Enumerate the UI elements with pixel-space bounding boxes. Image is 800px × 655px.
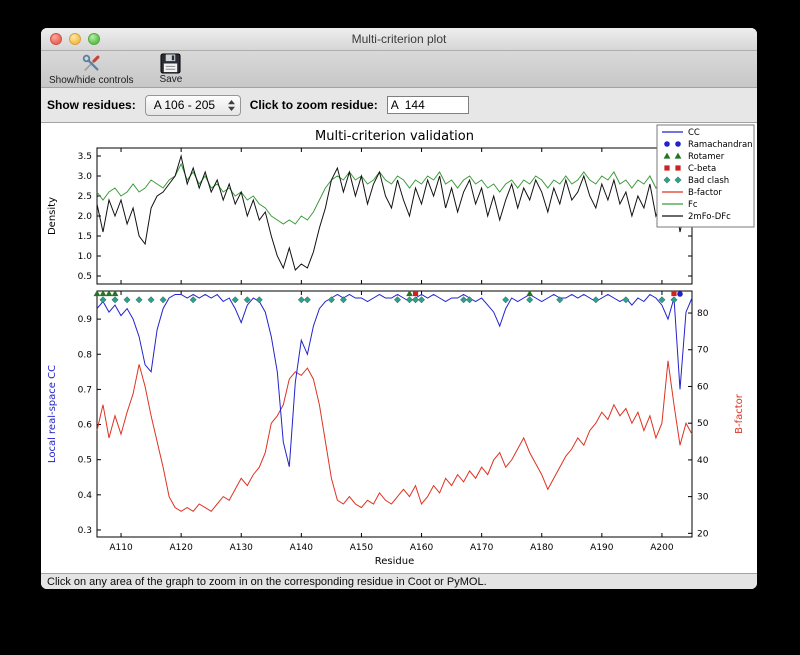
zoom-residue-input[interactable] xyxy=(386,96,469,114)
minimize-button[interactable] xyxy=(69,33,81,45)
svg-text:2.0: 2.0 xyxy=(78,212,93,222)
show-residues-label: Show residues: xyxy=(47,98,136,112)
svg-text:A130: A130 xyxy=(230,543,254,553)
svg-text:3.0: 3.0 xyxy=(78,172,93,182)
legend-box xyxy=(656,124,755,228)
svg-text:0.5: 0.5 xyxy=(78,272,92,282)
svg-text:A200: A200 xyxy=(650,543,674,553)
zoom-residue-label: Click to zoom residue: xyxy=(249,98,378,112)
svg-text:1.5: 1.5 xyxy=(78,232,92,242)
svg-text:A190: A190 xyxy=(590,543,614,553)
svg-text:0.7: 0.7 xyxy=(78,385,92,395)
close-button[interactable] xyxy=(50,33,62,45)
svg-text:CC: CC xyxy=(688,128,700,138)
svg-text:60: 60 xyxy=(697,382,709,392)
toolbar: Show/hide controls Save xyxy=(41,51,757,88)
zoom-window-button[interactable] xyxy=(88,33,100,45)
stepper-arrows-icon xyxy=(227,99,236,112)
controls-row: Show residues: A 106 - 205 Click to zoom… xyxy=(41,88,757,123)
svg-text:A150: A150 xyxy=(350,543,374,553)
svg-text:80: 80 xyxy=(697,309,709,319)
multi-criterion-plot-window: Multi-criterion plot Show/hide controls xyxy=(41,28,757,589)
window-title: Multi-criterion plot xyxy=(351,32,447,46)
floppy-disk-icon xyxy=(160,53,181,74)
save-label: Save xyxy=(159,74,183,85)
svg-text:0.5: 0.5 xyxy=(78,456,92,466)
svg-text:A110: A110 xyxy=(109,543,133,553)
svg-text:Bad clash: Bad clash xyxy=(688,176,729,186)
svg-text:0.9: 0.9 xyxy=(78,315,93,325)
svg-text:70: 70 xyxy=(697,346,709,356)
multi-criterion-chart[interactable]: Multi-criterion validation 0.5 1.0 1.5 2.0 2.… xyxy=(41,123,757,573)
svg-text:A140: A140 xyxy=(290,543,314,553)
svg-text:A160: A160 xyxy=(410,543,434,553)
svg-text:B-factor: B-factor xyxy=(734,393,745,434)
svg-text:Density: Density xyxy=(47,197,58,235)
tools-icon xyxy=(82,54,100,71)
chart-title: Multi-criterion validation xyxy=(315,129,474,144)
svg-text:Rotamer: Rotamer xyxy=(688,152,725,162)
show-hide-controls-button[interactable]: Show/hide controls xyxy=(47,51,136,87)
status-bar: Click on any area of the graph to zoom i… xyxy=(41,573,757,589)
svg-text:B-factor: B-factor xyxy=(688,188,722,198)
svg-text:C-beta: C-beta xyxy=(688,164,716,174)
svg-text:A180: A180 xyxy=(530,543,554,553)
svg-text:30: 30 xyxy=(697,493,709,503)
residue-range-value: A 106 - 205 xyxy=(153,98,216,112)
show-hide-controls-label: Show/hide controls xyxy=(49,75,134,86)
svg-text:Fc: Fc xyxy=(688,200,698,210)
residue-range-select[interactable]: A 106 - 205 xyxy=(144,94,241,116)
svg-text:A170: A170 xyxy=(470,543,494,553)
svg-text:0.4: 0.4 xyxy=(78,491,93,501)
svg-text:1.0: 1.0 xyxy=(78,252,93,262)
svg-text:40: 40 xyxy=(697,456,709,466)
x-axis-label: Residue xyxy=(375,556,414,567)
svg-text:2mFo-DFc: 2mFo-DFc xyxy=(688,212,731,222)
status-text: Click on any area of the graph to zoom i… xyxy=(47,575,487,588)
svg-text:0.6: 0.6 xyxy=(78,421,93,431)
svg-text:2.5: 2.5 xyxy=(78,192,92,202)
svg-text:Ramachandran: Ramachandran xyxy=(688,140,753,150)
svg-text:0.3: 0.3 xyxy=(78,526,92,536)
traffic-lights xyxy=(50,33,100,45)
svg-text:Local real-space CC: Local real-space CC xyxy=(47,365,58,463)
plot-figure[interactable]: Multi-criterion validation 0.5 1.0 1.5 2.0 2.… xyxy=(41,123,757,573)
svg-text:20: 20 xyxy=(697,529,709,539)
window-titlebar[interactable]: Multi-criterion plot xyxy=(41,28,757,51)
save-button[interactable]: Save xyxy=(158,52,185,86)
svg-text:A120: A120 xyxy=(169,543,193,553)
svg-text:50: 50 xyxy=(697,419,709,429)
svg-text:0.8: 0.8 xyxy=(78,350,93,360)
svg-text:3.5: 3.5 xyxy=(78,152,92,162)
